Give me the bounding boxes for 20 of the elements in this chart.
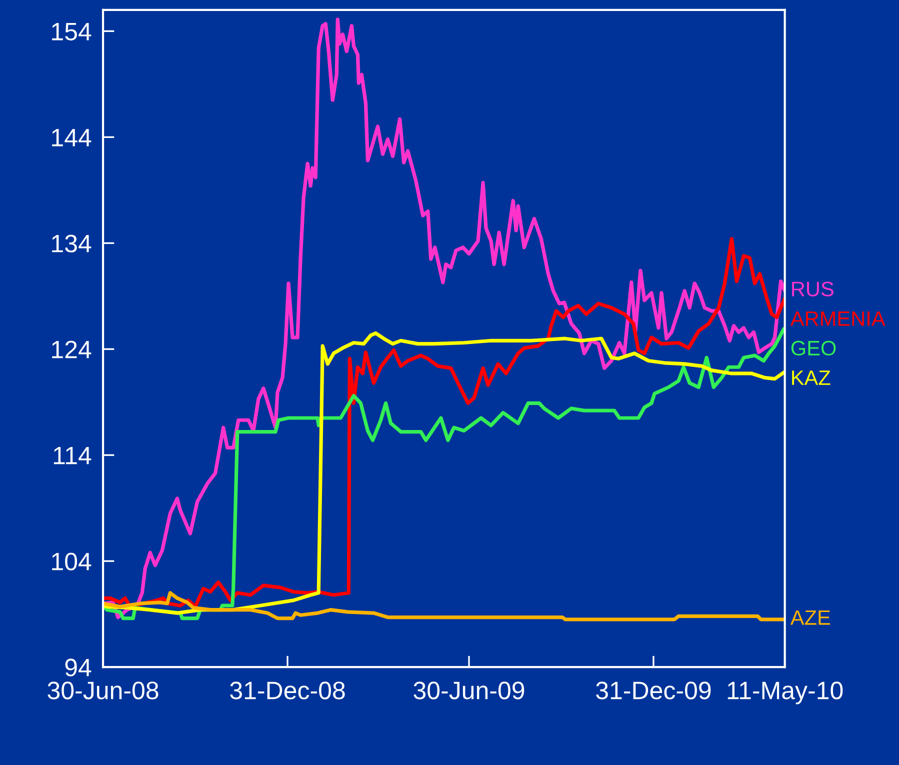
x-tick-label: 11-May-10 bbox=[728, 682, 843, 704]
y-tick-label: 114 bbox=[54, 446, 92, 464]
series-label: AZE bbox=[790, 610, 830, 625]
y-tick-label: 154 bbox=[52, 23, 92, 40]
x-tick-label: 31-Dec-09 bbox=[596, 682, 711, 700]
series-label: RUS bbox=[792, 282, 834, 296]
x-tick-label: 31-Dec-08 bbox=[230, 682, 345, 700]
y-tick-label: 144 bbox=[52, 128, 92, 146]
y-tick-label: 134 bbox=[52, 234, 92, 252]
y-tick-label: 104 bbox=[52, 552, 92, 570]
y-tick-label: 94 bbox=[65, 658, 92, 676]
line-series bbox=[103, 591, 785, 622]
series-label: KAZ bbox=[792, 370, 830, 385]
line-series bbox=[103, 237, 785, 608]
y-tick-label: 124 bbox=[52, 340, 92, 358]
series-label: GEO bbox=[791, 340, 836, 356]
line-series bbox=[103, 18, 785, 620]
x-tick-label: 30-Jun-09 bbox=[414, 682, 524, 700]
series-label: ARMENIA bbox=[790, 311, 886, 326]
x-tick-label: 30-Jun-08 bbox=[48, 682, 158, 700]
